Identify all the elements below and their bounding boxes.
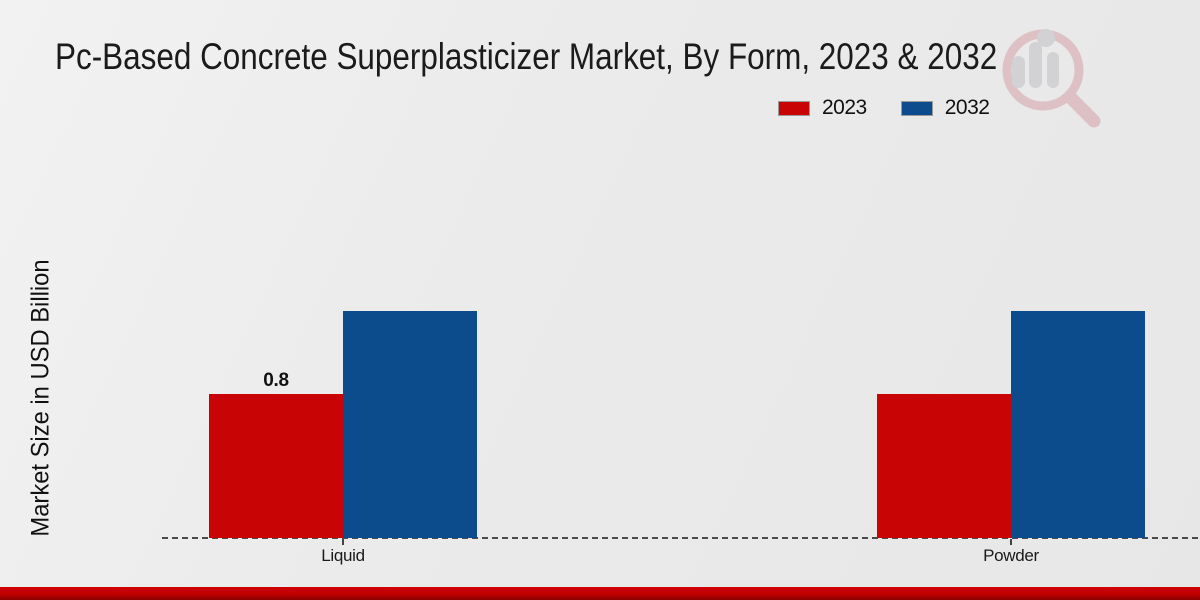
legend-swatch-2023 — [778, 100, 810, 116]
bar-2023-liquid — [209, 394, 343, 538]
x-axis-tick-liquid — [342, 539, 344, 545]
x-axis-tick-powder — [1010, 539, 1012, 545]
legend-label-2032: 2032 — [944, 96, 990, 119]
x-axis-baseline — [162, 537, 1198, 539]
bar-value-label-2023-liquid: 0.8 — [263, 370, 289, 391]
chart-title: Pc-Based Concrete Superplasticizer Marke… — [55, 36, 998, 77]
bar-2032-powder — [1011, 311, 1145, 538]
category-label-powder: Powder — [983, 546, 1039, 565]
bar-2032-liquid — [343, 311, 477, 538]
magnifier-bar-chart-logo-icon — [1002, 29, 1101, 128]
category-label-liquid: Liquid — [321, 546, 365, 565]
legend-swatch-2032 — [900, 100, 933, 116]
bar-2023-powder — [877, 394, 1011, 538]
legend-label-2023: 2023 — [822, 96, 867, 119]
legend-item-2023: 2023 — [778, 96, 867, 120]
legend-item-2032: 2032 — [900, 96, 990, 120]
footer-accent-bar — [0, 587, 1200, 600]
legend: 2023 2032 — [778, 96, 990, 120]
